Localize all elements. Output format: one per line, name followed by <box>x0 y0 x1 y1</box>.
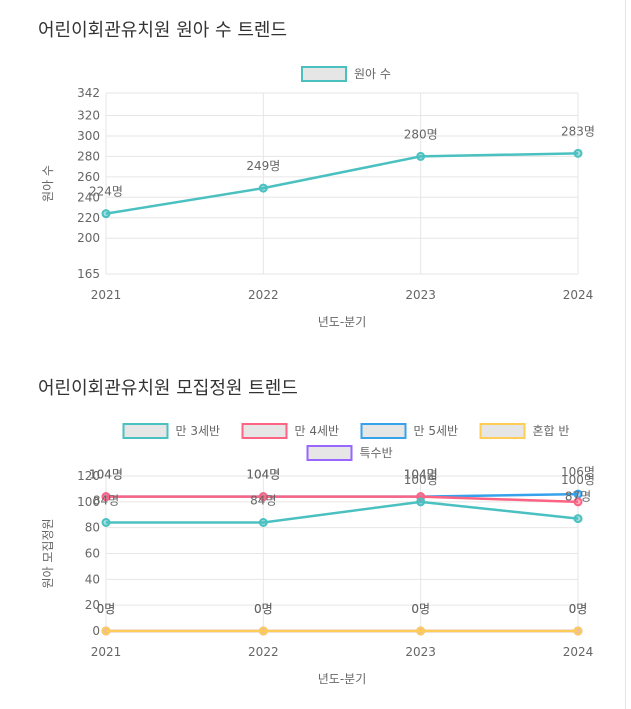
data-point <box>416 626 426 636</box>
y-tick-label: 0 <box>92 624 100 638</box>
y-tick-label: 40 <box>85 572 100 586</box>
data-label: 84명 <box>93 494 119 508</box>
legend-label-4: 혼합 반 <box>533 424 570 438</box>
legend-swatch-1 <box>301 66 347 82</box>
data-label: 249명 <box>246 159 280 173</box>
data-label: 104명 <box>89 468 123 482</box>
data-label: 0명 <box>97 602 116 616</box>
legend-swatch-5 <box>306 445 353 461</box>
data-point <box>573 514 583 524</box>
data-point <box>101 518 111 527</box>
data-point <box>573 626 583 636</box>
chart2-title: 어린이회관유치원 모집정원 트렌드 <box>38 378 298 399</box>
data-label: 106명 <box>561 465 595 479</box>
y-axis-title: 원아 수 <box>41 165 55 202</box>
x-axis-title: 년도-분기 <box>318 672 367 686</box>
y-tick-label: 342 <box>77 86 100 100</box>
data-label: 104명 <box>246 468 280 482</box>
data-point <box>101 492 111 502</box>
data-label: 100명 <box>404 473 438 487</box>
x-axis-title: 년도-분기 <box>318 315 367 329</box>
y-tick-label: 80 <box>85 521 100 535</box>
data-label: 84명 <box>250 494 276 508</box>
data-point <box>258 626 268 636</box>
data-point <box>101 626 111 636</box>
data-label: 0명 <box>254 602 273 616</box>
y-axis-title: 원아 모집정원 <box>41 518 55 588</box>
data-label: 104명 <box>404 468 438 482</box>
data-label: 104명 <box>89 468 123 482</box>
data-label: 104명 <box>246 468 280 482</box>
y-tick-label: 300 <box>77 129 100 143</box>
data-label: 104명 <box>404 468 438 482</box>
y-tick-label: 220 <box>77 211 100 225</box>
y-tick-label: 165 <box>77 267 100 281</box>
y-tick-label: 320 <box>77 108 100 122</box>
legend-swatch-4 <box>479 423 526 439</box>
y-tick-label: 60 <box>85 547 100 561</box>
data-label: 0명 <box>254 602 273 616</box>
y-tick-label: 100 <box>77 495 100 509</box>
legend-label-1: 원아 수 <box>354 67 391 81</box>
legend-label-2: 만 4세반 <box>295 424 340 438</box>
x-tick-label: 2022 <box>248 645 279 659</box>
legend-label-1: 만 3세반 <box>176 424 221 438</box>
x-tick-label: 2022 <box>248 288 279 302</box>
data-point <box>101 209 111 219</box>
data-point <box>258 492 268 502</box>
series-line-1 <box>106 500 579 524</box>
data-label: 0명 <box>411 602 430 616</box>
data-label: 0명 <box>97 602 116 616</box>
series-line-1 <box>105 152 579 215</box>
y-tick-label: 280 <box>77 149 100 163</box>
data-point <box>258 183 268 193</box>
legend-label-5: 특수반 <box>360 446 393 460</box>
series-line-2 <box>106 495 579 504</box>
data-label: 280명 <box>404 127 438 141</box>
data-label: 0명 <box>411 602 430 616</box>
y-tick-label: 200 <box>77 231 100 245</box>
legend-swatch-2 <box>241 423 288 439</box>
y-tick-label: 260 <box>77 170 100 184</box>
data-label: 0명 <box>569 602 588 616</box>
legend-swatch-3 <box>360 423 407 439</box>
x-tick-label: 2023 <box>405 645 436 659</box>
x-tick-label: 2023 <box>405 288 436 302</box>
data-label: 100명 <box>561 473 595 487</box>
x-tick-label: 2024 <box>563 645 594 659</box>
x-tick-label: 2021 <box>91 288 122 302</box>
x-tick-label: 2024 <box>563 288 594 302</box>
y-tick-label: 240 <box>77 190 100 204</box>
legend-label-3: 만 5세반 <box>414 424 459 438</box>
y-tick-label: 20 <box>85 598 100 612</box>
data-point <box>258 518 268 527</box>
legend-swatch-1 <box>122 423 169 439</box>
data-label: 87명 <box>565 490 591 504</box>
data-label: 224명 <box>89 185 123 199</box>
y-tick-label: 120 <box>77 469 100 483</box>
data-point <box>573 148 583 158</box>
data-point <box>416 497 426 507</box>
data-label: 283명 <box>561 124 595 138</box>
chart1-title: 어린이회관유치원 원아 수 트렌드 <box>38 20 288 41</box>
data-point <box>573 497 583 507</box>
x-tick-label: 2021 <box>91 645 122 659</box>
enrollment-chart: 원아 수 165 200 220 240 260 280 300 320 342 2021 2022 2… <box>41 66 595 329</box>
data-point <box>416 151 426 161</box>
data-label: 0명 <box>569 602 588 616</box>
